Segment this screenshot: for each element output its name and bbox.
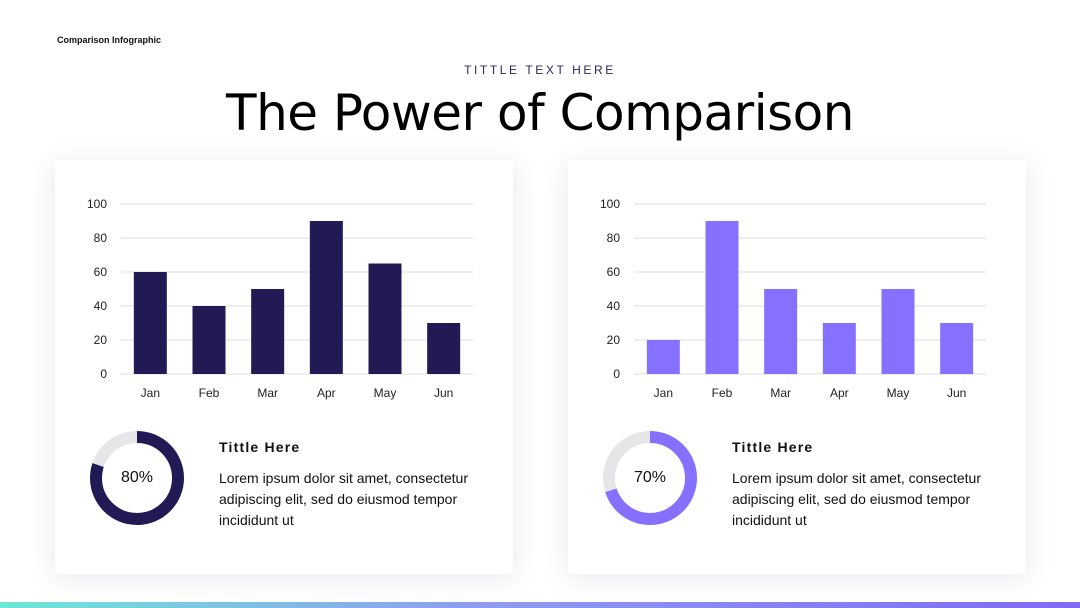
y-tick-label: 0 <box>100 367 107 381</box>
x-tick-label: Feb <box>712 386 733 400</box>
y-tick-label: 0 <box>613 367 620 381</box>
bar-mar <box>251 289 285 374</box>
corner-label: Comparison Infographic <box>57 35 162 45</box>
bar-mar <box>764 289 798 374</box>
x-tick-label: May <box>374 386 397 400</box>
bar-jun <box>940 323 974 374</box>
info-title: Tittle Here <box>219 439 301 455</box>
y-tick-label: 60 <box>607 265 621 279</box>
donut-percent-label: 70% <box>633 469 667 486</box>
bar-jan <box>646 340 680 374</box>
y-tick-label: 80 <box>94 231 108 245</box>
bar-chart-left: 0 20 40 60 80 100 Jan Feb Mar Apr May Jun <box>87 197 473 400</box>
x-tick-label: May <box>887 386 910 400</box>
y-tick-label: 20 <box>607 333 621 347</box>
eyebrow-title: TITTLE TEXT HERE <box>464 63 616 77</box>
donut-chart-right <box>603 431 697 525</box>
x-tick-label: Apr <box>317 386 336 400</box>
bar-feb <box>705 221 739 374</box>
x-tick-label: Mar <box>770 386 791 400</box>
donut-chart-left <box>90 431 184 525</box>
donut-percent-label: 80% <box>120 469 154 486</box>
page-title: The Power of Comparison <box>226 84 854 142</box>
bar-jan <box>133 272 167 374</box>
comparison-card-right: 0 20 40 60 80 100 Jan Feb Mar Apr May Jun 70% Tittl… <box>568 160 1026 574</box>
bar-chart-right: 0 20 40 60 80 100 Jan Feb Mar Apr May Jun <box>600 197 986 400</box>
bottom-accent-bar <box>0 602 1080 608</box>
y-tick-label: 40 <box>607 299 621 313</box>
bar-jun <box>427 323 461 374</box>
y-tick-label: 60 <box>94 265 108 279</box>
info-body: Lorem ipsum dolor sit amet, consectetur … <box>219 470 468 528</box>
info-title: Tittle Here <box>732 439 814 455</box>
bar-may <box>881 289 915 374</box>
x-tick-label: Feb <box>199 386 220 400</box>
x-tick-label: Jan <box>654 386 673 400</box>
bar-apr <box>822 323 856 374</box>
x-tick-label: Jun <box>434 386 453 400</box>
x-tick-label: Apr <box>830 386 849 400</box>
comparison-card-left: 0 20 40 60 80 100 Jan Feb Mar Apr May Jun 80% Tittl… <box>55 160 513 574</box>
x-tick-label: Jun <box>947 386 966 400</box>
bar-feb <box>192 306 226 374</box>
y-tick-label: 100 <box>87 197 107 211</box>
y-tick-label: 100 <box>600 197 620 211</box>
y-tick-label: 20 <box>94 333 108 347</box>
bar-may <box>368 263 402 374</box>
y-tick-label: 80 <box>607 231 621 245</box>
donut-progress-arc <box>90 431 184 525</box>
bar-apr <box>309 221 343 374</box>
x-tick-label: Jan <box>141 386 160 400</box>
x-tick-label: Mar <box>257 386 278 400</box>
donut-progress-arc <box>603 431 697 525</box>
info-body: Lorem ipsum dolor sit amet, consectetur … <box>732 470 981 528</box>
y-tick-label: 40 <box>94 299 108 313</box>
